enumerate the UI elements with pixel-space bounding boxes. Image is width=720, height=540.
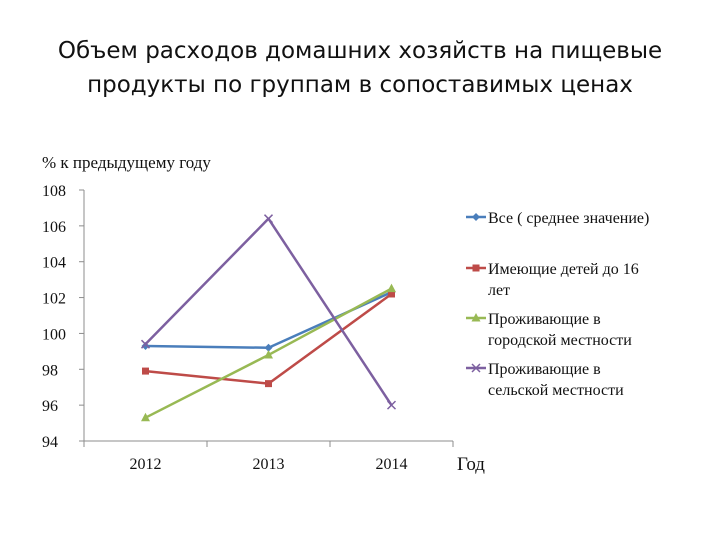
legend-label: сельской местности [488,382,624,399]
data-point [264,349,273,359]
data-point [387,283,396,293]
y-axis-label: % к предыдущему году [42,153,211,172]
y-ticks: 94 96 98 100 102 104 106 108 [42,183,84,451]
y-tick-label: 94 [42,434,58,451]
data-point [142,367,149,375]
legend-label: Проживающие в [488,311,601,328]
data-point [263,214,274,224]
legend-swatch-marker [471,363,481,373]
legend: Все ( среднее значение) Имеющие детей до … [466,210,649,399]
data-point [265,380,272,388]
x-tick-label: 2013 [253,456,285,473]
legend-swatch-marker [472,213,480,221]
legend-item-3: Проживающие в городской местности [466,311,632,349]
legend-label: Все ( среднее значение) [488,210,649,227]
data-point [141,412,150,422]
legend-label: городской местности [488,332,632,349]
x-tick-label: 2012 [130,456,162,473]
slide-title-line-2: продукты по группам в сопоставимых ценах [87,72,633,98]
data-point [264,343,273,352]
legend-swatch-marker [471,313,481,322]
y-tick-label: 106 [42,219,66,236]
data-point [140,339,151,349]
slide-title-line-1: Объем расходов домашних хозяйств на пище… [57,38,663,64]
legend-label: Проживающие в [488,361,601,378]
y-tick-label: 108 [42,183,66,200]
y-tick-label: 98 [42,362,58,379]
y-tick-label: 104 [42,255,66,272]
x-axis-label: Год [457,454,485,475]
legend-item-1: Все ( среднее значение) [466,210,649,227]
series-2 [142,290,395,388]
data-point [141,341,150,350]
series-line [144,217,393,406]
legend-item-2: Имеющие детей до 16 лет [466,261,639,299]
legend-label: Имеющие детей до 16 [488,261,639,278]
legend-item-4: Проживающие в сельской местности [466,361,624,399]
legend-label: лет [488,282,510,299]
slide-title: Объем расходов домашних хозяйств на пище… [0,34,720,102]
x-tick-label: 2014 [376,456,408,473]
y-tick-label: 96 [42,398,58,415]
series-group [140,214,397,422]
data-point [386,400,397,410]
legend-swatch-marker [472,264,480,272]
data-point [388,290,395,298]
x-ticks: 2012 2013 2014 [83,441,454,473]
y-tick-label: 102 [42,291,66,308]
series-3 [141,283,396,422]
series-4 [140,214,397,410]
y-tick-label: 100 [42,326,66,343]
